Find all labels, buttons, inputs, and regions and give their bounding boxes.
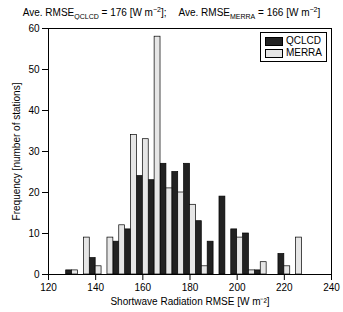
svg-text:50: 50 (28, 64, 40, 75)
svg-text:60: 60 (28, 23, 40, 34)
svg-text:10: 10 (28, 228, 40, 239)
svg-text:140: 140 (87, 282, 104, 293)
svg-text:240: 240 (323, 282, 340, 293)
svg-text:200: 200 (229, 282, 246, 293)
html-text:MERRA: MERRA (285, 47, 322, 58)
svg-text:Frequency [number of stations]: Frequency [number of stations] (11, 82, 22, 220)
svg-text:Shortwave Radiation RMSE [W m⁻: Shortwave Radiation RMSE [W m⁻²] (110, 296, 269, 307)
svg-text:120: 120 (40, 282, 57, 293)
svg-text:40: 40 (28, 105, 40, 116)
svg-text:160: 160 (134, 282, 151, 293)
html-text:Ave. RMSEMERRA= 166 [W m−2]: Ave. RMSEMERRA= 166 [W m−2] (178, 5, 321, 20)
svg-text:220: 220 (276, 282, 293, 293)
svg-text:30: 30 (28, 146, 40, 157)
svg-text:0: 0 (34, 269, 40, 280)
svg-text:180: 180 (182, 282, 199, 293)
html-text:Ave. RMSEQCLCD= 176 [W m−2];: Ave. RMSEQCLCD= 176 [W m−2]; (22, 5, 167, 20)
html-text:QCLCD: QCLCD (285, 35, 321, 46)
svg-text:20: 20 (28, 187, 40, 198)
